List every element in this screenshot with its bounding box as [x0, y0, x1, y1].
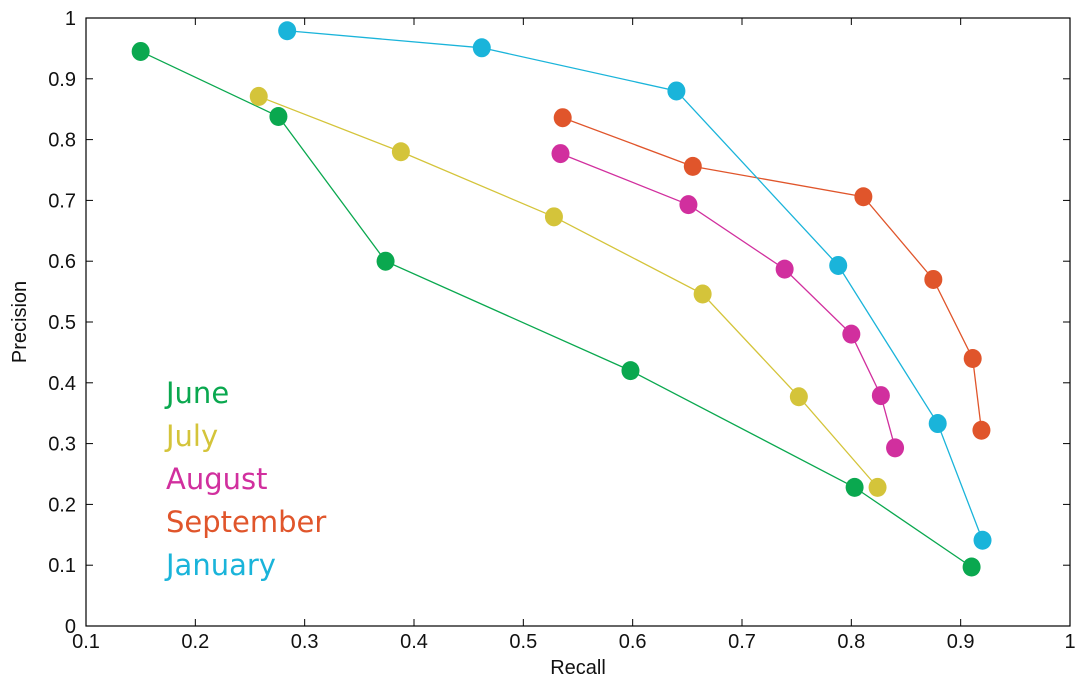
data-point-july [544, 207, 563, 227]
data-point-august [775, 259, 794, 279]
y-tick-label: 0.1 [48, 555, 76, 577]
data-point-june [621, 361, 640, 381]
series-line-august [560, 152, 896, 449]
data-point-july [693, 284, 712, 304]
data-point-september [972, 420, 991, 440]
data-point-january [667, 81, 686, 101]
y-tick-label: 0 [65, 616, 76, 638]
x-tick-label: 0.3 [291, 631, 319, 653]
data-point-june [962, 557, 981, 577]
x-tick-label: 0.5 [509, 631, 537, 653]
x-tick-label: 0.4 [400, 631, 428, 653]
series-line-september [562, 117, 983, 431]
axis-ticks: 0.1 0.2 0.3 0.4 0.5 0.6 0.7 0.8 0.9 100.10.20.30.… [48, 8, 1075, 653]
data-point-august [886, 438, 905, 458]
legend-entry-june: June [164, 376, 229, 410]
y-tick-label: 0.8 [48, 130, 76, 152]
legend-entry-august: August [166, 462, 268, 496]
data-point-january [928, 414, 947, 434]
x-tick-label: 0.8 [837, 631, 865, 653]
data-point-july [789, 387, 808, 407]
data-point-july [391, 142, 410, 162]
y-tick-label: 1 [65, 8, 76, 30]
legend: June July August September January [164, 376, 326, 582]
x-tick-label: 1 [1064, 631, 1075, 653]
data-point-june [131, 41, 150, 61]
y-axis-label: Precision [9, 281, 31, 363]
x-tick-label: 0.2 [181, 631, 209, 653]
legend-entry-january: January [164, 548, 276, 582]
data-point-august [871, 386, 890, 406]
data-point-august [679, 195, 698, 215]
y-tick-label: 0.5 [48, 312, 76, 334]
x-tick-label: 0.9 [947, 631, 975, 653]
y-tick-label: 0.2 [48, 494, 76, 516]
data-point-july [249, 86, 268, 106]
legend-entry-july: July [164, 419, 218, 453]
x-tick-label: 0.7 [728, 631, 756, 653]
series-line-january [287, 30, 984, 541]
legend-entry-september: September [166, 505, 326, 539]
data-point-january [278, 21, 297, 41]
data-point-august [842, 324, 861, 344]
x-axis-label: Recall [550, 657, 606, 679]
data-point-january [973, 530, 992, 550]
series-line-june [140, 50, 972, 568]
data-point-september [924, 269, 943, 289]
data-point-january [829, 255, 848, 275]
series-line-july [258, 95, 879, 488]
y-tick-label: 0.3 [48, 434, 76, 456]
data-point-january [472, 38, 491, 58]
x-tick-label: 0.6 [619, 631, 647, 653]
data-point-june [376, 251, 395, 271]
data-point-august [551, 144, 570, 164]
x-tick-label: 0.1 [72, 631, 100, 653]
data-point-september [963, 348, 982, 368]
y-tick-label: 0.9 [48, 69, 76, 91]
series-points [131, 21, 992, 577]
data-point-september [683, 156, 702, 176]
data-point-june [269, 106, 288, 126]
y-tick-label: 0.6 [48, 251, 76, 273]
y-tick-label: 0.4 [48, 373, 76, 395]
y-tick-label: 0.7 [48, 190, 76, 212]
data-point-june [845, 477, 864, 497]
data-point-september [553, 108, 572, 128]
data-point-september [854, 187, 873, 207]
data-point-july [868, 477, 887, 497]
